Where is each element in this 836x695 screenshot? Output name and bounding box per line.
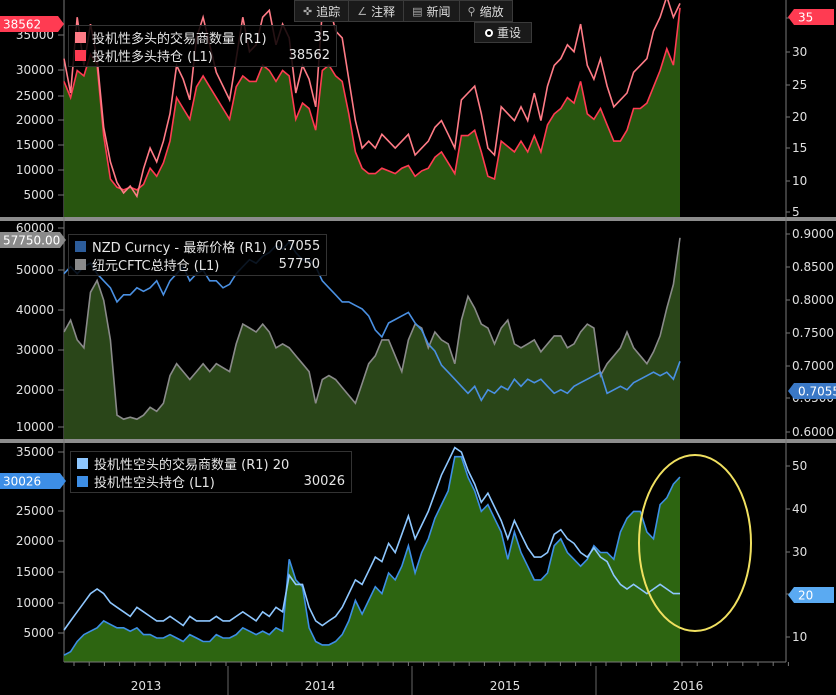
x-tick-label: 2016 <box>673 679 704 693</box>
y-tick-label-right: 30 <box>792 45 807 59</box>
y-tick-label-right: 0.7000 <box>792 359 834 373</box>
y-tick-label-right: 0.6000 <box>792 425 834 439</box>
y-tick-label-left: 50000 <box>16 263 54 277</box>
y-tick-label-right: 0.8500 <box>792 260 834 274</box>
legend-panel-2: NZD Curncy - 最新价格 (R1) 0.7055 纽元CFTC总持仓 … <box>68 234 327 276</box>
reset-button[interactable]: 重设 <box>474 22 532 43</box>
value-badge <box>788 383 836 399</box>
legend-swatch <box>75 240 86 252</box>
y-tick-label-right: 0.7500 <box>792 326 834 340</box>
legend-item: 纽元CFTC总持仓 (L1) 57750 <box>75 255 320 274</box>
area-fill-panel-3 <box>64 456 680 662</box>
legend-swatch <box>75 49 86 61</box>
track-button[interactable]: ✜ 追踪 <box>295 1 350 21</box>
y-tick-label-left: 25000 <box>16 504 54 518</box>
y-tick-label-right: 25 <box>792 78 807 92</box>
value-badge <box>788 9 834 25</box>
series-line-1-2 <box>63 0 681 199</box>
y-tick-label-left: 15000 <box>16 138 54 152</box>
value-badge-label: 0.7055 <box>798 385 836 399</box>
legend-swatch <box>77 457 88 469</box>
y-tick-label-left: 60000 <box>16 221 54 235</box>
value-badge-label: 38562 <box>3 18 41 32</box>
value-badge-label: 35 <box>798 11 813 25</box>
annotate-button[interactable]: ∠ 注释 <box>349 1 405 21</box>
series-line-3-1 <box>63 455 681 656</box>
y-tick-label-left: 35000 <box>16 445 54 459</box>
legend-item: 投机性空头持仓 (L1) 30026 <box>77 472 345 491</box>
y-tick-label-left: 10000 <box>16 163 54 177</box>
legend-panel-3: 投机性空头的交易商数量 (R1) 20 投机性空头持仓 (L1) 30026 <box>70 451 352 493</box>
y-tick-label-left: 10000 <box>16 596 54 610</box>
legend-item: NZD Curncy - 最新价格 (R1) 0.7055 <box>75 237 320 256</box>
x-tick-label: 2013 <box>131 679 162 693</box>
legend-item: 投机性多头的交易商数量 (R1) 35 <box>75 28 330 47</box>
y-tick-label-right: 10 <box>792 174 807 188</box>
area-fill-panel-2 <box>64 237 680 439</box>
panel-divider <box>0 439 836 443</box>
y-tick-label-right: 20 <box>792 110 807 124</box>
y-tick-label-right: 5 <box>792 205 800 219</box>
y-tick-label-left: 15000 <box>16 565 54 579</box>
news-button[interactable]: ▤ 新闻 <box>404 1 460 21</box>
value-badge <box>788 587 834 603</box>
y-tick-label-right: 30 <box>792 545 807 559</box>
y-tick-label-right: 0.8000 <box>792 293 834 307</box>
x-tick-label: 2014 <box>305 679 336 693</box>
y-tick-label-right: 0.9000 <box>792 227 834 241</box>
y-tick-label-right: 50 <box>792 459 807 473</box>
value-badge-label: 30026 <box>3 475 41 489</box>
y-tick-label-left: 30000 <box>16 63 54 77</box>
y-tick-label-left: 25000 <box>16 89 54 103</box>
value-badge-label: 20 <box>798 589 813 603</box>
legend-item: 投机性空头的交易商数量 (R1) 20 <box>77 454 345 473</box>
y-tick-label-left: 40000 <box>16 303 54 317</box>
x-tick-label: 2015 <box>490 679 521 693</box>
chart-toolbar: ✜ 追踪 ∠ 注释 ▤ 新闻 ⚲ 缩放 <box>294 0 513 22</box>
value-badge <box>0 16 64 32</box>
magnifier-icon: ⚲ <box>467 4 476 18</box>
legend-panel-1: 投机性多头的交易商数量 (R1) 35 投机性多头持仓 (L1) 38562 <box>68 25 337 67</box>
legend-swatch <box>75 31 86 43</box>
crosshair-icon: ✜ <box>303 4 313 18</box>
series-line-2-1 <box>63 237 681 421</box>
y-tick-label-left: 20000 <box>16 534 54 548</box>
y-tick-label-left: 30000 <box>16 343 54 357</box>
legend-swatch <box>75 258 86 270</box>
y-tick-label-left: 10000 <box>16 420 54 434</box>
highlight-ellipse <box>638 454 752 632</box>
zoom-button[interactable]: ⚲ 缩放 <box>467 4 504 19</box>
area-fill-panel-1 <box>64 7 680 217</box>
y-tick-label-left: 5000 <box>23 626 54 640</box>
y-tick-label-left: 20000 <box>16 383 54 397</box>
newspaper-icon: ▤ <box>412 4 423 18</box>
radio-dot-icon <box>484 28 493 37</box>
series-line-3-2 <box>63 446 680 631</box>
value-badge <box>0 232 66 248</box>
y-tick-label-right: 10 <box>792 630 807 644</box>
y-tick-label-right: 15 <box>792 141 807 155</box>
series-line-1-1 <box>63 7 681 191</box>
pencil-icon: ∠ <box>357 4 368 18</box>
value-badge <box>0 473 66 489</box>
legend-item: 投机性多头持仓 (L1) 38562 <box>75 46 330 65</box>
value-badge-label: 57750.00 <box>3 234 60 248</box>
legend-swatch <box>77 475 88 487</box>
y-tick-label-right: 40 <box>792 502 807 516</box>
y-tick-label-left: 20000 <box>16 113 54 127</box>
series-line-2-2 <box>63 240 681 402</box>
panel-divider <box>0 217 836 221</box>
y-tick-label-left: 5000 <box>23 188 54 202</box>
